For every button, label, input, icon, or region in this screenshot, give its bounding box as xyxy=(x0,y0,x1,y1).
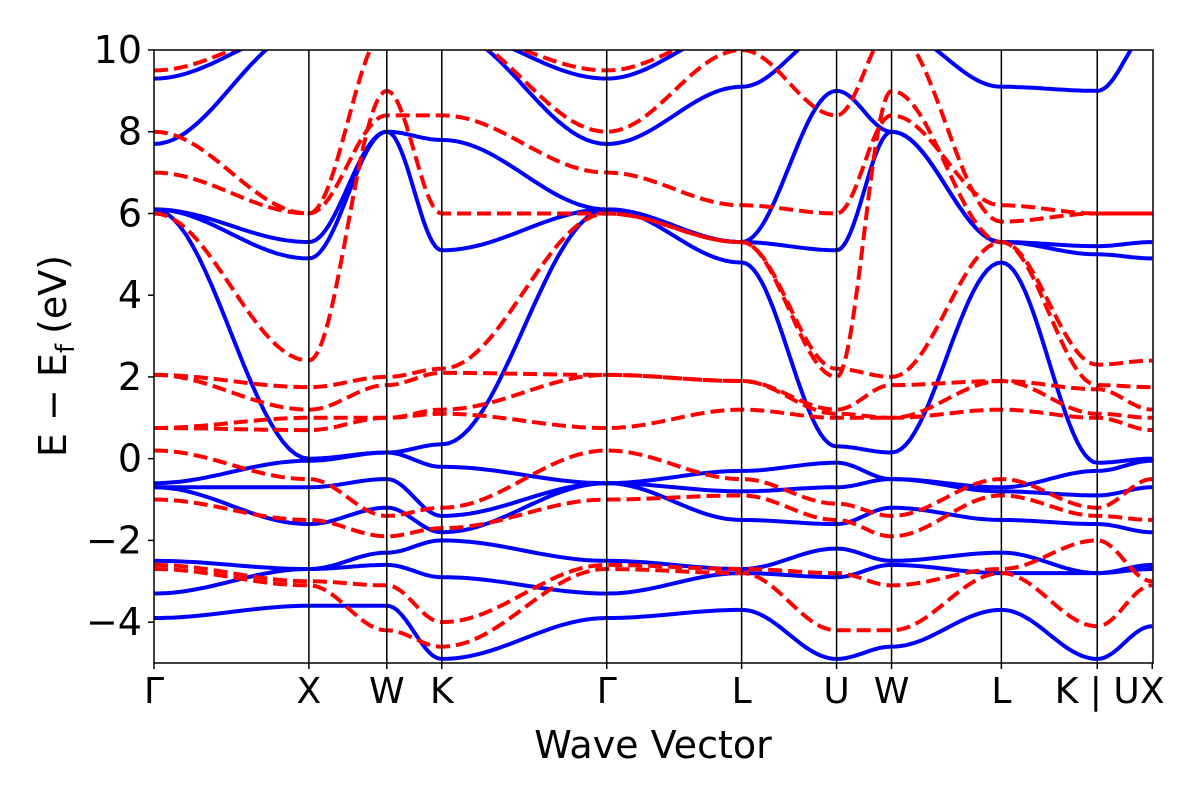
x-tick-label: W xyxy=(874,671,910,712)
x-axis-label: Wave Vector xyxy=(534,723,772,767)
y-label-unit: (eV) xyxy=(31,255,75,334)
spin-down-band-2 xyxy=(154,493,1153,539)
x-tick-label: X xyxy=(1140,671,1165,712)
spin-down-band-7 xyxy=(154,211,1153,390)
x-tick-label: K | U xyxy=(1055,671,1140,712)
spin-down-band-10 xyxy=(154,50,1153,224)
y-ticks: −4 −2 0 2 4 6 8 10 xyxy=(86,28,154,644)
x-tick-label: Γ xyxy=(597,671,617,712)
bands-layer xyxy=(154,50,1153,661)
y-tick-label: 2 xyxy=(118,355,142,399)
x-tick-label: L xyxy=(991,671,1011,712)
x-tick-label: K xyxy=(430,671,455,712)
y-tick-label: −2 xyxy=(86,518,142,562)
x-tick-label: U xyxy=(823,671,849,712)
y-axis-label: E − Ef (eV) xyxy=(31,255,81,457)
y-tick-label: 10 xyxy=(94,28,142,72)
spin-up-band-0 xyxy=(154,603,1153,661)
y-tick-label: 0 xyxy=(118,437,142,481)
spin-down-band-6 xyxy=(154,370,1153,412)
y-tick-label: 4 xyxy=(118,273,142,317)
spin-down-band-3 xyxy=(154,448,1153,518)
spin-up-band-2 xyxy=(154,538,1153,576)
x-tick-label: X xyxy=(297,671,322,712)
x-tick-label: L xyxy=(732,671,752,712)
spin-down-band-8 xyxy=(154,88,1153,379)
kpoint-lines xyxy=(308,50,1098,663)
x-tick-label: W xyxy=(369,671,405,712)
spin-up-band-9 xyxy=(154,50,1134,147)
spin-up-band-7 xyxy=(154,129,1153,261)
x-tick-label: Γ xyxy=(144,671,164,712)
spin-down-band-4 xyxy=(154,407,1153,433)
spin-up-band-10 xyxy=(154,50,686,81)
y-tick-label: 8 xyxy=(118,110,142,154)
y-label-sub: f xyxy=(51,343,81,353)
y-tick-label: −4 xyxy=(86,600,142,644)
y-tick-label: 6 xyxy=(118,191,142,235)
plot-frame xyxy=(153,49,1154,664)
y-label-main: E − E xyxy=(31,353,75,457)
